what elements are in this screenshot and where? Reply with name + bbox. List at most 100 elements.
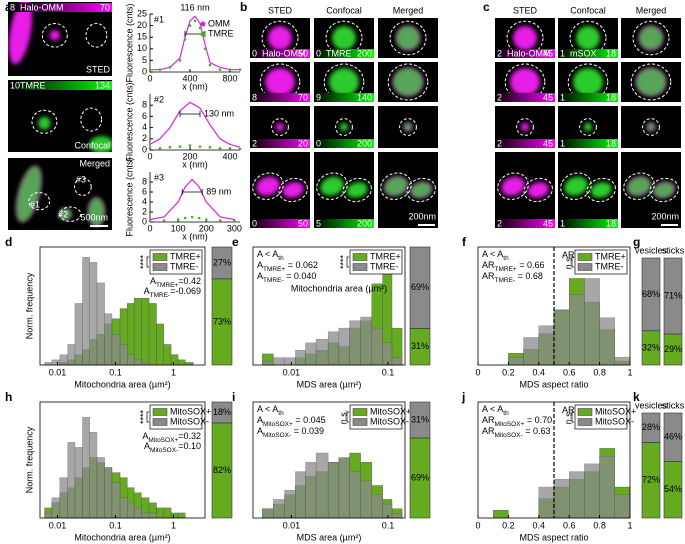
hist-bar bbox=[493, 510, 509, 519]
text-part: =0.10 bbox=[178, 441, 201, 451]
roi bbox=[649, 177, 679, 203]
x-tick-label: 0 bbox=[475, 520, 480, 530]
colorbar-max: 50 bbox=[298, 218, 308, 228]
text-part: A < A bbox=[482, 249, 503, 259]
micro-image bbox=[558, 152, 618, 228]
hist-bar bbox=[371, 327, 383, 366]
signal bbox=[346, 182, 368, 198]
annotation: ARMitoSOX+ = 0.70 bbox=[482, 415, 552, 428]
signal bbox=[583, 122, 593, 132]
hist-bar bbox=[156, 323, 164, 366]
colorbar bbox=[495, 93, 555, 102]
signal bbox=[268, 26, 292, 50]
panel-letter: b bbox=[240, 0, 247, 14]
stacked-bar bbox=[663, 412, 683, 462]
signal bbox=[513, 26, 537, 50]
text-part: MitoSOX- bbox=[263, 432, 291, 439]
y-tick-label: 6 bbox=[142, 111, 147, 121]
micro-image bbox=[378, 18, 438, 58]
profile-point bbox=[178, 145, 182, 148]
significance: **** bbox=[138, 255, 148, 270]
profile-point bbox=[193, 19, 197, 23]
text-part: AR bbox=[562, 405, 575, 415]
colorbar bbox=[250, 93, 310, 102]
signal bbox=[510, 68, 540, 96]
roi bbox=[80, 107, 103, 132]
fraction-label: 31% bbox=[411, 341, 429, 351]
text-part: MitoSOX+ bbox=[495, 421, 525, 428]
fraction-label: 73% bbox=[213, 316, 231, 326]
text-part: = 0.039 bbox=[291, 426, 324, 436]
hist-bar bbox=[305, 342, 317, 366]
profile-point bbox=[178, 59, 182, 62]
profile-line bbox=[149, 178, 235, 221]
colorbar bbox=[558, 219, 618, 228]
bar-value-label: 32% bbox=[642, 342, 660, 352]
roi bbox=[74, 177, 92, 196]
hist-bar bbox=[59, 354, 68, 366]
significance-bracket bbox=[346, 411, 349, 423]
colorbar-max: 45 bbox=[543, 218, 553, 228]
x-tick-label: 0.01 bbox=[49, 520, 67, 530]
colorbar bbox=[250, 219, 310, 228]
colorbar-min: 2 bbox=[497, 48, 502, 58]
roi bbox=[389, 20, 427, 56]
signal bbox=[49, 30, 60, 41]
frame bbox=[39, 401, 206, 519]
signal bbox=[636, 68, 666, 96]
legend-swatch bbox=[200, 31, 206, 37]
signal bbox=[646, 122, 656, 132]
text-part: TMRE- bbox=[150, 292, 171, 299]
category-label: vesicles bbox=[635, 245, 668, 255]
hist-bar bbox=[360, 480, 373, 519]
y-tick-label: 4 bbox=[142, 122, 147, 132]
colorbar-min: 0 bbox=[316, 48, 321, 58]
text-part: A < A bbox=[257, 249, 278, 259]
frame bbox=[252, 246, 406, 366]
hist-bar bbox=[273, 357, 285, 366]
hist-bar bbox=[51, 497, 61, 519]
legend-swatch bbox=[152, 418, 168, 426]
micro-image bbox=[621, 18, 681, 58]
scalebar-label: 500nm bbox=[80, 212, 108, 222]
profile-point bbox=[218, 68, 222, 71]
y-tick-label: 8 bbox=[142, 100, 147, 110]
x-tick-label: 1 bbox=[627, 367, 632, 377]
x-tick-label: 0.01 bbox=[49, 367, 67, 377]
x-tick-label: 0.2 bbox=[502, 520, 515, 530]
hist-bar bbox=[148, 512, 157, 519]
fraction-segment bbox=[409, 246, 431, 329]
bar-value-label: 71% bbox=[664, 290, 682, 300]
hist-bar bbox=[127, 502, 135, 519]
hist-bar bbox=[262, 361, 274, 366]
annotation: AMitoSOX-=0.10 bbox=[144, 441, 201, 454]
legend-label: TMRE+ bbox=[595, 251, 626, 261]
signal bbox=[627, 176, 651, 196]
text-part: A bbox=[257, 260, 263, 270]
hist-bar bbox=[508, 356, 524, 366]
column-header: Merged bbox=[393, 5, 424, 15]
legend-label: TMRE+ bbox=[370, 251, 401, 261]
hist-bar bbox=[614, 356, 631, 366]
caption: Merged bbox=[79, 158, 110, 168]
roi bbox=[28, 192, 51, 211]
hist-bar bbox=[349, 471, 361, 519]
x-tick-label: 0.1 bbox=[382, 367, 395, 377]
x-axis-label: x (nm) bbox=[182, 81, 208, 91]
hist-bar bbox=[111, 482, 121, 519]
x-tick-label: 0.8 bbox=[593, 367, 606, 377]
micro-image bbox=[378, 106, 438, 148]
hist-bar bbox=[569, 294, 585, 366]
bar-value-label: 72% bbox=[642, 475, 660, 485]
hist-bar bbox=[82, 257, 90, 366]
bar-value-label: 28% bbox=[642, 422, 660, 432]
fwhm-label: 116 nm bbox=[180, 2, 209, 12]
significance: **** bbox=[338, 255, 348, 270]
x-tick-label: 1 bbox=[171, 520, 176, 530]
roi bbox=[586, 177, 616, 203]
panel-letter: e bbox=[232, 235, 239, 249]
colorbar-max: 18 bbox=[606, 92, 616, 102]
hist-bar bbox=[382, 503, 393, 519]
colorbar-min: 5 bbox=[316, 218, 321, 228]
